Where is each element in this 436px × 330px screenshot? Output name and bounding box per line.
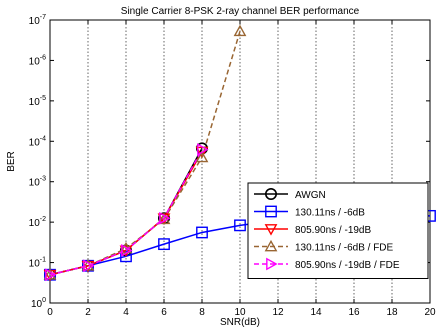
y-axis-label: BER [6, 151, 17, 172]
x-tick-label: 0 [47, 307, 53, 318]
data-point [197, 143, 209, 156]
y-tick-label: 100 [31, 297, 46, 310]
data-point [119, 245, 133, 258]
data-point [233, 24, 247, 37]
legend-swatch-marker [264, 188, 277, 201]
legend-label: 130.11ns / -6dB [295, 208, 365, 219]
x-axis-label: SNR(dB) [220, 317, 260, 328]
x-tick-label: 8 [199, 307, 205, 318]
legend-label: 805.90ns / -19dB [295, 225, 371, 236]
y-tick-label: 10-3 [29, 176, 46, 189]
x-tick-label: 10 [234, 307, 246, 318]
series-4 [45, 143, 209, 282]
data-point [196, 226, 208, 239]
data-point [234, 219, 246, 232]
x-tick-label: 14 [310, 307, 322, 318]
y-tick-label: 10-5 [29, 95, 46, 108]
series-line [49, 149, 203, 276]
y-tick-label: 10-7 [29, 14, 46, 27]
legend-label: AWGN [295, 190, 326, 201]
legend-item: 805.90ns / -19dB / FDE [254, 257, 400, 271]
data-point [157, 212, 171, 225]
y-tick-label: 10-1 [29, 257, 46, 270]
legend-item: 130.11ns / -6dB / FDE [254, 239, 394, 254]
legend-label: 130.11ns / -6dB / FDE [295, 243, 394, 254]
legend-swatch-marker [266, 257, 278, 271]
chart-title: Single Carrier 8-PSK 2-ray channel BER p… [121, 6, 360, 17]
data-point [159, 211, 171, 225]
y-axis: 100 10-1 10-2 10-3 10-4 10-5 10-6 10-7 [29, 14, 430, 310]
x-tick-label: 18 [386, 307, 398, 318]
legend-box [247, 182, 429, 279]
y-tick-label: 10-4 [29, 135, 46, 148]
legend-swatch-marker [264, 224, 278, 236]
x-tick-label: 16 [348, 307, 360, 318]
x-axis: 0 2 4 6 8 10 12 14 16 18 20 [47, 20, 436, 318]
x-tick-label: 6 [161, 307, 167, 318]
data-point [121, 244, 133, 257]
legend-swatch-marker [264, 239, 278, 252]
y-tick-label: 10-2 [29, 216, 46, 229]
data-point [158, 238, 170, 251]
data-point [83, 259, 95, 273]
legend: AWGN 130.11ns / -6dB 805.90ns / -19dB 130.1… [247, 182, 429, 279]
y-tick-label: 10-6 [29, 54, 46, 67]
legend-item: 805.90ns / -19dB [254, 224, 371, 236]
data-point [195, 150, 209, 163]
x-tick-label: 2 [85, 307, 91, 318]
legend-item: AWGN [254, 188, 326, 201]
legend-swatch-marker [265, 205, 277, 218]
legend-label: 805.90ns / -19dB / FDE [295, 260, 400, 271]
x-tick-label: 20 [424, 307, 436, 318]
x-tick-label: 4 [123, 307, 129, 318]
legend-item: 130.11ns / -6dB [254, 205, 365, 219]
data-point [45, 268, 57, 282]
x-tick-label: 12 [272, 307, 284, 318]
